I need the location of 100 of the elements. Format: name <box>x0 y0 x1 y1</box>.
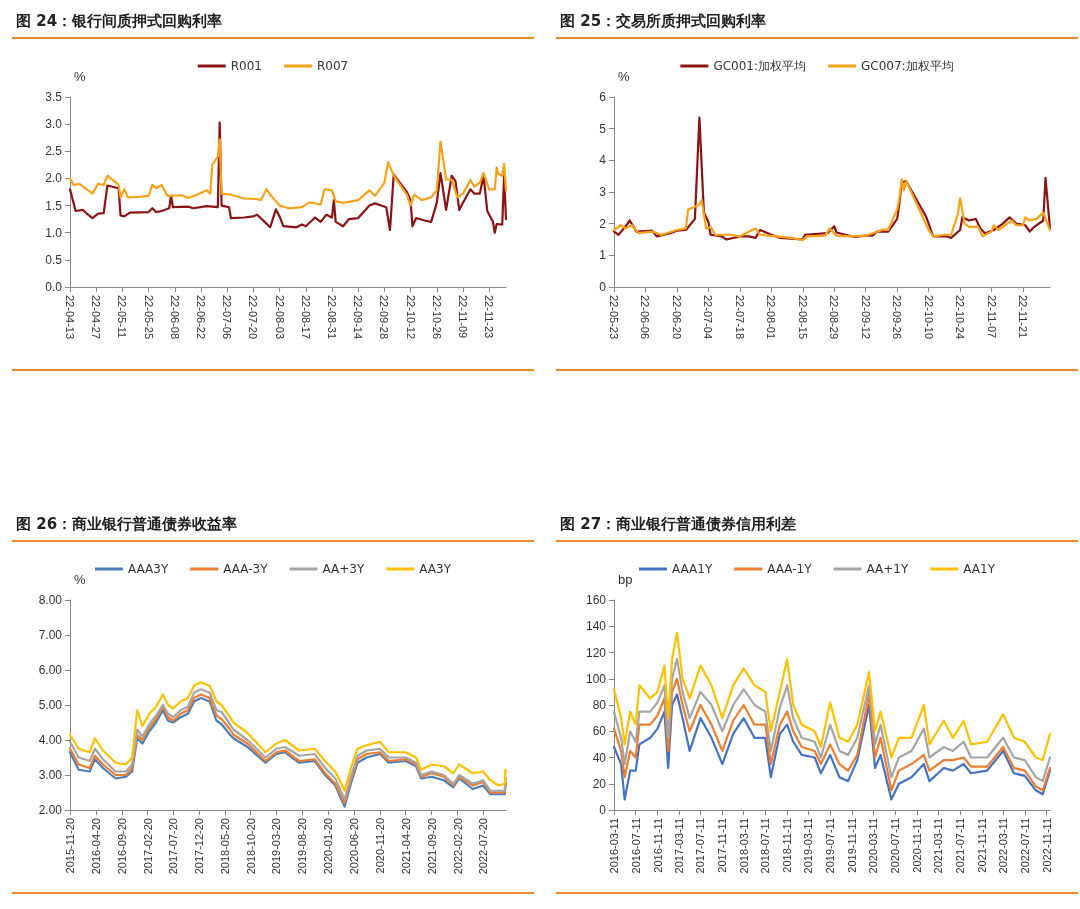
x-tick-label: 22-06-08 <box>168 295 181 340</box>
y-tick-label: 0.5 <box>45 252 63 267</box>
x-tick-label: 2018-11-11 <box>781 818 794 873</box>
x-tick-label: 22-05-25 <box>142 295 155 340</box>
x-tick-label: 2017-07-20 <box>167 818 180 875</box>
x-tick-label: 2020-11-11 <box>910 818 923 873</box>
y-tick-label: 60 <box>592 724 607 739</box>
y-tick-label: 6.00 <box>38 663 63 677</box>
line-series <box>612 677 1052 792</box>
x-tick-label: 2020-06-20 <box>348 818 361 875</box>
y-tick-label: 8.00 <box>38 593 63 607</box>
y-tick-label: 1 <box>599 248 607 263</box>
x-tick-label: 22-07-20 <box>247 295 260 340</box>
y-tick-label: 5.00 <box>38 698 63 712</box>
x-tick-label: 22-08-17 <box>299 295 312 340</box>
y-tick-label: 40 <box>592 750 607 765</box>
line-series <box>612 116 1052 241</box>
line-series <box>68 138 508 210</box>
x-tick-label: 2022-11-11 <box>1040 818 1053 873</box>
legend-label: AAA3Y <box>127 562 169 576</box>
y-tick-label: 100 <box>585 671 607 686</box>
x-tick-label: 2017-11-11 <box>716 818 729 873</box>
y-tick-label: 4.00 <box>38 733 63 747</box>
x-tick-label: 2017-12-20 <box>193 818 206 875</box>
chart-title: 图 24：银行间质押式回购利率 <box>12 12 534 39</box>
x-tick-label: 22-08-03 <box>273 295 286 340</box>
y-axis-title: bp <box>618 572 633 587</box>
x-tick-label: 2016-03-11 <box>608 818 620 874</box>
x-tick-label: 22-07-06 <box>221 295 234 340</box>
legend-label: AAA-3Y <box>223 562 269 576</box>
y-axis-title: % <box>74 572 86 587</box>
x-tick-label: 22-08-29 <box>828 295 841 340</box>
x-tick-label: 2016-07-11 <box>629 818 642 874</box>
line-series <box>68 121 508 234</box>
y-axis-title: % <box>618 69 630 84</box>
x-tick-label: 22-05-23 <box>608 295 620 340</box>
y-tick-label: 1.0 <box>45 225 63 240</box>
x-tick-label: 2018-07-11 <box>759 818 772 874</box>
x-tick-label: 2021-04-20 <box>399 818 412 875</box>
x-tick-label: 22-10-10 <box>922 295 935 340</box>
y-tick-label: 2 <box>599 216 607 231</box>
y-axis-title: % <box>74 69 86 84</box>
x-tick-label: 2019-11-11 <box>845 818 858 873</box>
y-tick-label: 5 <box>599 121 607 136</box>
legend-label: AAA-1Y <box>767 562 813 576</box>
x-tick-label: 2020-03-11 <box>867 818 880 874</box>
x-tick-label: 2022-02-20 <box>451 818 464 875</box>
x-tick-label: 22-08-31 <box>325 295 338 340</box>
y-tick-label: 7.00 <box>38 628 63 642</box>
x-tick-label: 2017-02-20 <box>141 818 154 875</box>
x-tick-label: 2020-01-20 <box>322 818 335 875</box>
y-tick-label: 4 <box>599 153 607 168</box>
x-tick-label: 2018-10-20 <box>244 818 257 875</box>
x-tick-label: 22-06-22 <box>194 295 207 340</box>
y-tick-label: 2.00 <box>38 803 63 817</box>
y-tick-label: 2.5 <box>45 144 63 159</box>
y-tick-label: 3.5 <box>45 90 63 104</box>
x-tick-label: 22-11-09 <box>456 295 469 339</box>
y-tick-label: 0 <box>599 280 607 294</box>
y-tick-label: 140 <box>585 619 607 634</box>
x-tick-label: 2020-11-20 <box>374 818 387 874</box>
chart-title: 图 27：商业银行普通债券信用利差 <box>556 515 1078 542</box>
x-tick-label: 2018-03-11 <box>737 818 750 874</box>
legend-label: R007 <box>317 59 349 73</box>
x-tick-label: 2016-09-20 <box>115 818 128 875</box>
x-tick-label: 22-11-23 <box>483 295 496 339</box>
y-tick-label: 160 <box>585 593 607 607</box>
y-tick-label: 0 <box>599 803 607 817</box>
legend-label: AA1Y <box>963 562 996 576</box>
line-series <box>612 178 1052 242</box>
y-tick-label: 80 <box>592 698 607 712</box>
x-tick-label: 2021-09-20 <box>425 818 438 875</box>
y-tick-label: 3 <box>599 185 607 199</box>
x-tick-label: 2019-03-20 <box>270 818 283 875</box>
x-tick-label: 2016-11-11 <box>651 818 664 873</box>
chart-title: 图 26：商业银行普通债券收益率 <box>12 515 534 542</box>
line-series <box>612 693 1052 801</box>
x-tick-label: 2019-08-20 <box>296 818 309 875</box>
x-tick-label: 22-08-15 <box>796 295 809 340</box>
x-tick-label: 2015-11-20 <box>64 818 76 874</box>
y-tick-label: 3.00 <box>38 768 63 782</box>
x-tick-label: 2022-03-11 <box>997 818 1010 874</box>
y-tick-label: 2.0 <box>45 171 63 186</box>
legend-label: AA+1Y <box>866 562 909 576</box>
legend-label: AA+3Y <box>322 562 365 576</box>
x-tick-label: 22-08-01 <box>765 295 778 340</box>
legend-label: GC007:加权平均 <box>861 59 954 73</box>
x-tick-label: 22-07-18 <box>733 295 746 340</box>
x-tick-label: 2021-11-11 <box>975 818 988 873</box>
y-tick-label: 20 <box>592 776 607 791</box>
chart-title: 图 25：交易所质押式回购利率 <box>556 12 1078 39</box>
legend-label: R001 <box>230 59 263 73</box>
x-tick-label: 2020-07-11 <box>889 818 902 874</box>
y-tick-label: 1.5 <box>45 198 63 213</box>
x-tick-label: 22-09-12 <box>859 295 872 340</box>
x-tick-label: 2019-03-11 <box>802 818 815 874</box>
x-tick-label: 22-09-14 <box>352 295 365 340</box>
x-tick-label: 22-10-12 <box>404 295 417 340</box>
x-tick-label: 2017-07-11 <box>694 818 707 874</box>
line-series <box>612 631 1052 762</box>
